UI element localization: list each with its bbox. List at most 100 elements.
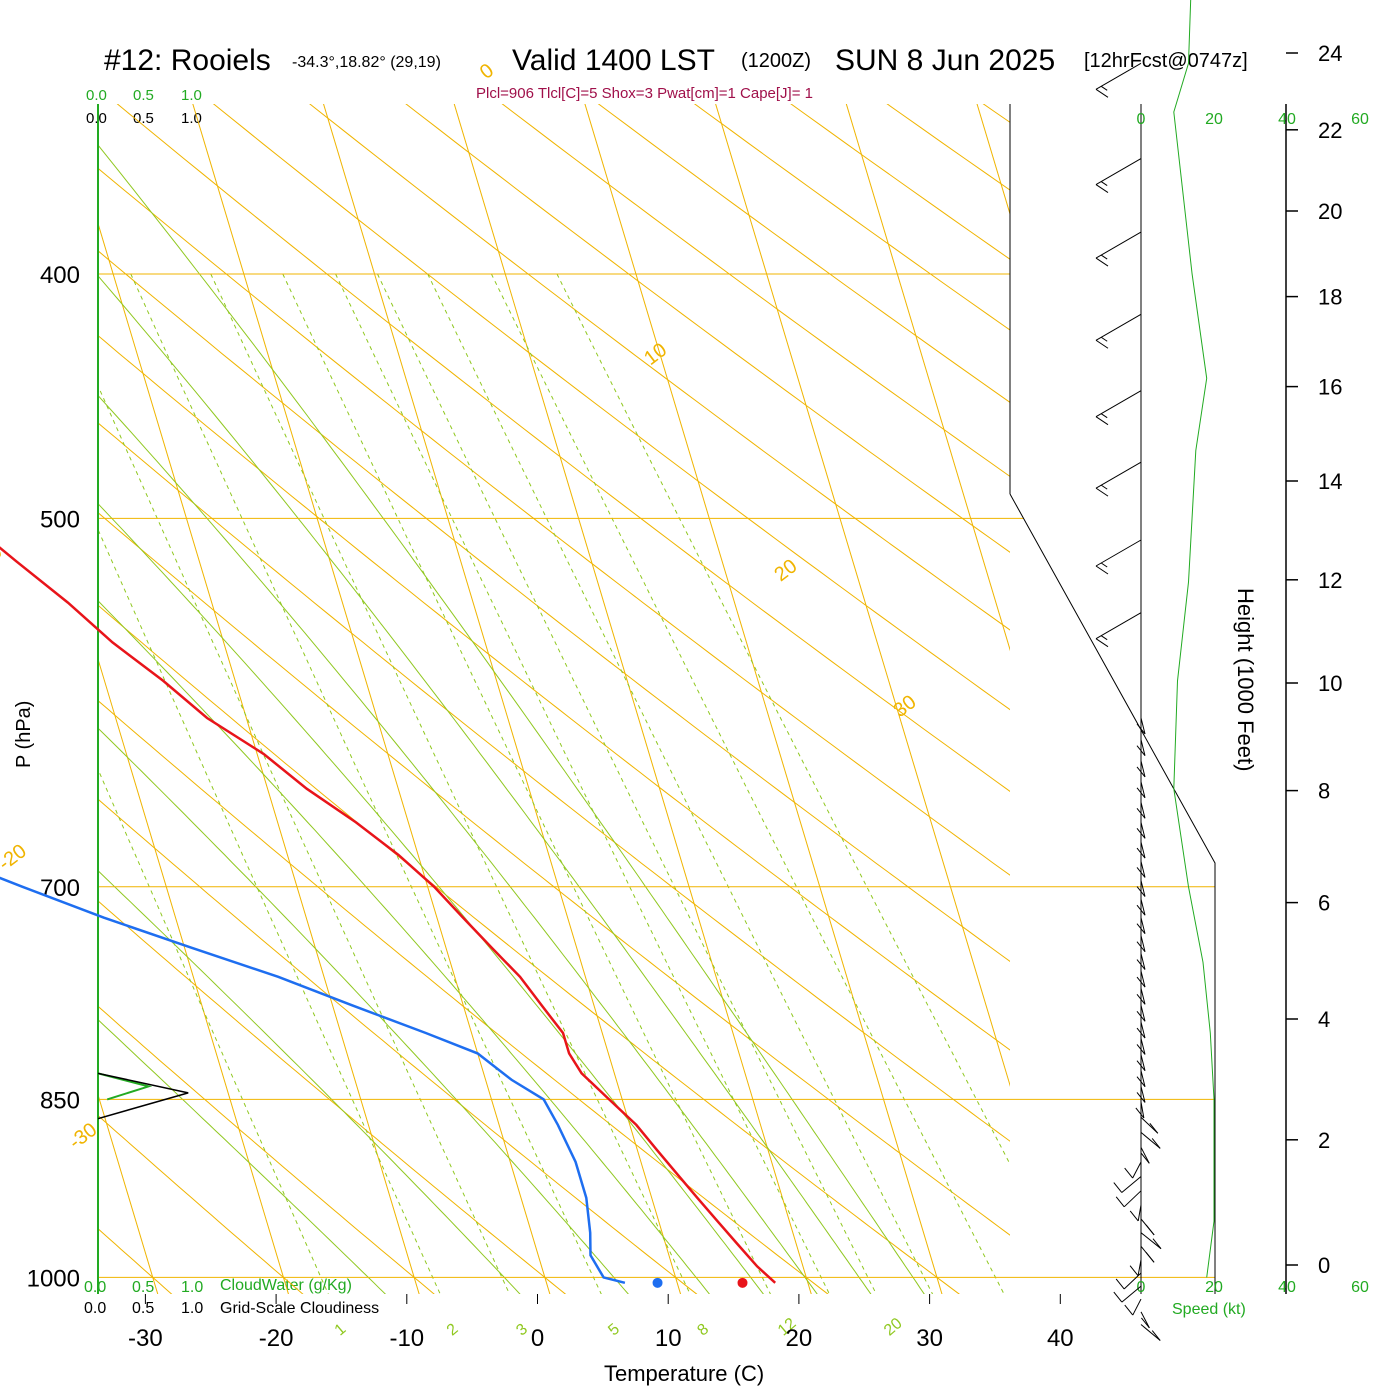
- pressure-tick-label: 500: [40, 506, 80, 533]
- wind-barb-flag: [1113, 1182, 1123, 1193]
- speed-scale-label: 60: [1351, 111, 1369, 128]
- dry-adiabat-line: [405, 104, 1010, 553]
- wind-barb-staff: [1140, 717, 1146, 735]
- wind-barb-flag: [1095, 184, 1109, 193]
- wind-barb-flag: [1113, 1291, 1123, 1303]
- plot-right-diagonal: [1009, 493, 1216, 1294]
- isotherm-line: [845, 104, 1010, 652]
- height-tick-label: 22: [1318, 118, 1342, 143]
- wind-barb-staff: [1140, 1311, 1150, 1329]
- wind-barb-staff: [1095, 231, 1142, 259]
- wind-barb-flag: [1095, 257, 1109, 267]
- dry-adiabat-line: [98, 422, 1010, 1142]
- cloud-scale-bottom: 0.0 0.5 1.0 CloudWater (g/Kg) 0.0 0.5 1.…: [84, 1277, 379, 1317]
- wind-barb-staff: [1140, 1324, 1161, 1341]
- wind-barb-flag: [1135, 1107, 1145, 1119]
- surface-dewpoint-dot: [652, 1277, 663, 1288]
- wind-barb-flag: [1100, 254, 1108, 260]
- mixing-ratio-label: 1: [332, 1321, 350, 1340]
- isotherm-line: [584, 104, 943, 1294]
- cloud-scale-tick-label: 1.0: [181, 1300, 203, 1317]
- wind-barb-flag: [1136, 787, 1146, 799]
- wind-barb-flag: [1136, 847, 1146, 859]
- temperature-tick-label: 40: [1047, 1325, 1074, 1352]
- moist-adiabat-line: [98, 727, 629, 1294]
- wind-barb-staff: [1140, 1005, 1146, 1022]
- dry-adiabat-line: [98, 1228, 173, 1294]
- wind-barb-flag: [1149, 1122, 1159, 1134]
- wind-barb-staff: [1140, 1070, 1146, 1087]
- forecast-info: [12hrFcst@0747z]: [1084, 50, 1248, 72]
- wind-barb-flag: [1136, 723, 1146, 735]
- wind-barb-flag: [1136, 1060, 1146, 1072]
- sounding-lines: [0, 546, 777, 1288]
- wind-barb-flag: [1095, 638, 1109, 648]
- station-coords: -34.3°,18.82° (29,19): [292, 54, 441, 71]
- height-tick-label: 20: [1318, 199, 1342, 224]
- station-title: #12: Rooiels: [104, 44, 271, 77]
- isotherm-label: 10: [640, 339, 671, 370]
- mixing-ratio-label: 8: [694, 1321, 712, 1340]
- wind-barb-staff: [1140, 953, 1146, 970]
- wind-barb-flag: [1095, 88, 1109, 98]
- wind-barb-flag: [1095, 487, 1109, 497]
- dry-adiabat-line: [98, 700, 829, 1294]
- wind-barbs: [1095, 62, 1162, 1341]
- wind-barb-flag: [1151, 1330, 1161, 1341]
- mixing-ratio-line: [130, 273, 602, 1294]
- wind-barb-flag: [1145, 1224, 1155, 1236]
- wind-barb-staff: [1140, 917, 1146, 934]
- cloud-scale-tick-label: 0.0: [84, 1300, 106, 1317]
- speed-scale-label: 20: [1205, 111, 1223, 128]
- temperature-tick-label: 10: [655, 1325, 682, 1352]
- dry-adiabat-line: [790, 104, 1010, 260]
- moist-adiabat-line: [98, 1018, 387, 1294]
- sounding-params: Plcl=906 Tlcl[C]=5 Shox=3 Pwat[cm]=1 Cap…: [476, 85, 813, 102]
- moist-adiabat-line: [98, 394, 818, 1294]
- mixing-ratio-line: [427, 273, 934, 1294]
- speed-scale-label: 0: [1137, 1279, 1146, 1296]
- mixing-ratio-grid: [98, 273, 1010, 1294]
- wind-barb-staff: [1140, 822, 1146, 839]
- cloud-scale-tick-label: 0.5: [133, 110, 154, 127]
- pressure-tick-label: 400: [40, 262, 80, 289]
- cloud-profiles: [98, 1072, 189, 1120]
- mixing-ratio-label: 3: [513, 1321, 531, 1340]
- dry-adiabat-line: [98, 512, 1010, 1236]
- height-tick-label: 6: [1318, 891, 1330, 916]
- temperature-axis: -30 -20 -10 0 10 20 30 40: [128, 1294, 1074, 1352]
- wind-barb-staff: [1140, 1132, 1161, 1149]
- dry-adiabat-grid: [98, 104, 1010, 1294]
- wind-barb-flag: [1100, 181, 1108, 186]
- wind-barb-staff: [1095, 612, 1142, 640]
- height-tick-label: 2: [1318, 1128, 1330, 1153]
- height-tick-label: 0: [1318, 1253, 1330, 1278]
- valid-date: SUN 8 Jun 2025: [835, 44, 1055, 77]
- wind-barb-flag: [1124, 1167, 1134, 1179]
- wind-barb-staff: [1140, 1054, 1146, 1071]
- pressure-tick-label: 700: [40, 875, 80, 902]
- wind-barb-flag: [1100, 336, 1108, 342]
- moist-adiabat-line: [98, 144, 925, 1294]
- wind-barb-flag: [1100, 562, 1108, 568]
- wind-barb-flag: [1129, 1210, 1139, 1222]
- mixing-ratio-line: [98, 768, 329, 1294]
- wind-barb-staff: [1123, 1272, 1142, 1290]
- cloud-scale-top: 0.0 0.5 1.0 0.0 0.5 1.0: [86, 87, 202, 127]
- wind-barb-staff: [1140, 1038, 1146, 1055]
- pressure-tick-label: 1000: [27, 1265, 80, 1292]
- isotherm-line: [98, 221, 420, 1294]
- cloud-scale-tick-label: 1.0: [181, 87, 202, 104]
- y-axis-label: P (hPa): [13, 701, 35, 768]
- wind-barb-flag: [1115, 1278, 1125, 1290]
- wind-barb-flag: [1095, 565, 1109, 575]
- speed-scale-label: 60: [1351, 1279, 1369, 1296]
- wind-barb-staff: [1123, 1190, 1142, 1208]
- isotherm-line: [715, 104, 1010, 1087]
- wind-barb-staff: [1095, 390, 1142, 418]
- wind-barb-staff: [1140, 970, 1146, 988]
- speed-scale-label: 40: [1278, 111, 1296, 128]
- height-tick-label: 10: [1318, 671, 1342, 696]
